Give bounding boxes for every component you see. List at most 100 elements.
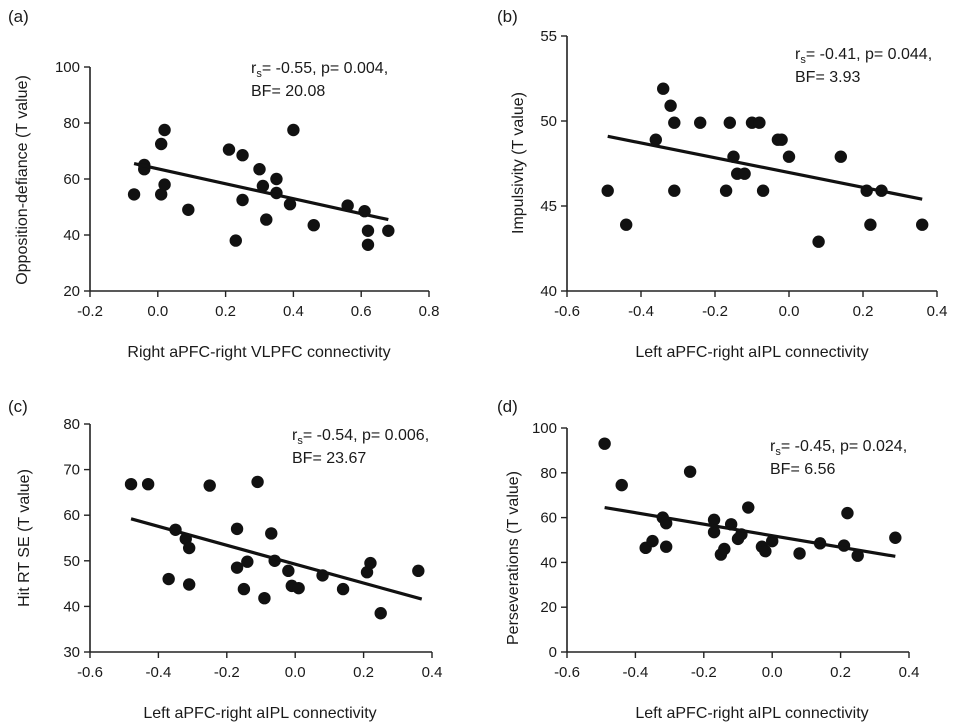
panel-a: (a) Opposition-defiance (T value) Right … (8, 7, 439, 361)
x-axis-label: Left aPFC-right aIPL connectivity (635, 344, 868, 361)
data-point (668, 184, 681, 197)
x-tick-label: 0.2 (353, 664, 374, 681)
data-point (154, 188, 168, 201)
y-tick-label: 60 (63, 507, 80, 524)
data-point (756, 184, 770, 197)
data-point (707, 513, 721, 527)
y-tick-label: 50 (540, 113, 557, 130)
data-point (683, 465, 697, 478)
plot-area: -0.6 -0.4 -0.2 0.0 0.2 0.4 30 40 50 60 70 80 (63, 416, 442, 681)
stat-annotation: rs= -0.45, p= 0.024, (770, 438, 907, 458)
y-axis-label: Impulsivity (T value) (510, 92, 527, 234)
y-tick-label: 100 (55, 59, 80, 76)
data-point (307, 219, 320, 232)
regression-line (607, 134, 923, 201)
data-point (615, 478, 628, 492)
plot-area: -0.6 -0.4 -0.2 0.0 0.2 0.4 40 45 50 55 (540, 28, 947, 320)
data-point (241, 555, 254, 568)
y-tick-label: 40 (540, 554, 557, 571)
data-point (382, 224, 395, 237)
x-tick-label: 0.2 (215, 303, 236, 320)
stat-annotation: rs= -0.54, p= 0.006, (292, 427, 429, 447)
data-point (364, 556, 377, 570)
x-tick-label: -0.6 (554, 303, 580, 320)
y-tick-label: 60 (63, 171, 80, 188)
data-point (834, 150, 847, 163)
data-point (598, 437, 611, 450)
data-point (851, 549, 864, 562)
data-point (374, 607, 387, 620)
stat-values: = -0.54, p= 0.006, (303, 427, 429, 444)
stat-symbol: r (292, 427, 298, 444)
panel-b: (b) Impulsivity (T value) Left aPFC-righ… (497, 7, 947, 361)
y-axis-label: Perseverations (T value) (505, 471, 522, 645)
x-tick-label: 0.4 (422, 664, 443, 681)
x-tick-label: 0.0 (147, 303, 168, 320)
y-tick-label: 20 (63, 283, 80, 300)
x-tick-label: -0.4 (145, 664, 171, 681)
y-tick-label: 100 (532, 420, 557, 437)
data-point (230, 522, 244, 536)
stat-symbol: r (251, 60, 257, 77)
data-point (124, 477, 138, 491)
data-point (158, 178, 171, 191)
stat-annotation: rs= -0.55, p= 0.004, (251, 60, 388, 80)
x-tick-label: 0.2 (853, 303, 874, 320)
bayes-factor: BF= 6.56 (770, 461, 835, 478)
data-point (668, 116, 681, 129)
data-point (659, 517, 673, 530)
data-point (229, 234, 242, 247)
data-point (723, 116, 736, 129)
data-point (256, 179, 270, 193)
x-tick-label: -0.2 (691, 664, 717, 681)
data-point (782, 150, 796, 163)
x-tick-label: 0.0 (285, 664, 306, 681)
data-point (222, 143, 236, 156)
data-point (620, 218, 633, 231)
x-tick-label: 0.0 (779, 303, 800, 320)
stat-subscript: s (775, 446, 781, 458)
data-point (742, 501, 755, 514)
data-point (260, 213, 273, 226)
data-point (237, 582, 251, 596)
data-point (253, 163, 266, 176)
data-point (916, 218, 929, 231)
data-point (759, 545, 772, 558)
data-point (707, 525, 721, 539)
stat-subscript: s (800, 54, 806, 66)
y-axis-label: Opposition-defiance (T value) (14, 75, 31, 285)
bayes-factor: BF= 3.93 (795, 69, 860, 86)
x-tick-label: -0.4 (622, 664, 648, 681)
plot-area: -0.2 0.0 0.2 0.4 0.6 0.8 20 40 60 80 100 (55, 59, 439, 320)
y-tick-label: 80 (540, 465, 557, 482)
panel-label: (b) (497, 7, 518, 26)
x-tick-label: -0.6 (554, 664, 580, 681)
y-tick-label: 40 (540, 283, 557, 300)
data-point (659, 540, 673, 553)
y-tick-label: 55 (540, 28, 557, 45)
regression-line (130, 517, 423, 601)
bayes-factor: BF= 20.08 (251, 83, 325, 100)
data-point (657, 82, 670, 95)
data-point (793, 547, 806, 560)
data-point (753, 116, 766, 129)
data-point (766, 534, 779, 548)
regression-line (133, 162, 389, 222)
stat-symbol: r (770, 438, 776, 455)
data-point (718, 542, 731, 556)
x-tick-label: 0.2 (830, 664, 851, 681)
y-tick-label: 40 (63, 227, 80, 244)
data-point (864, 218, 877, 231)
data-point (282, 564, 295, 578)
x-tick-label: 0.0 (762, 664, 783, 681)
x-tick-label: 0.6 (351, 303, 372, 320)
data-point (664, 99, 677, 112)
data-point (601, 184, 614, 197)
y-tick-label: 50 (63, 553, 80, 570)
stat-symbol: r (795, 46, 801, 63)
stat-annotation: rs= -0.41, p= 0.044, (795, 46, 932, 66)
x-axis-label: Left aPFC-right aIPL connectivity (143, 705, 376, 722)
stat-subscript: s (297, 435, 303, 447)
data-point (236, 193, 249, 207)
